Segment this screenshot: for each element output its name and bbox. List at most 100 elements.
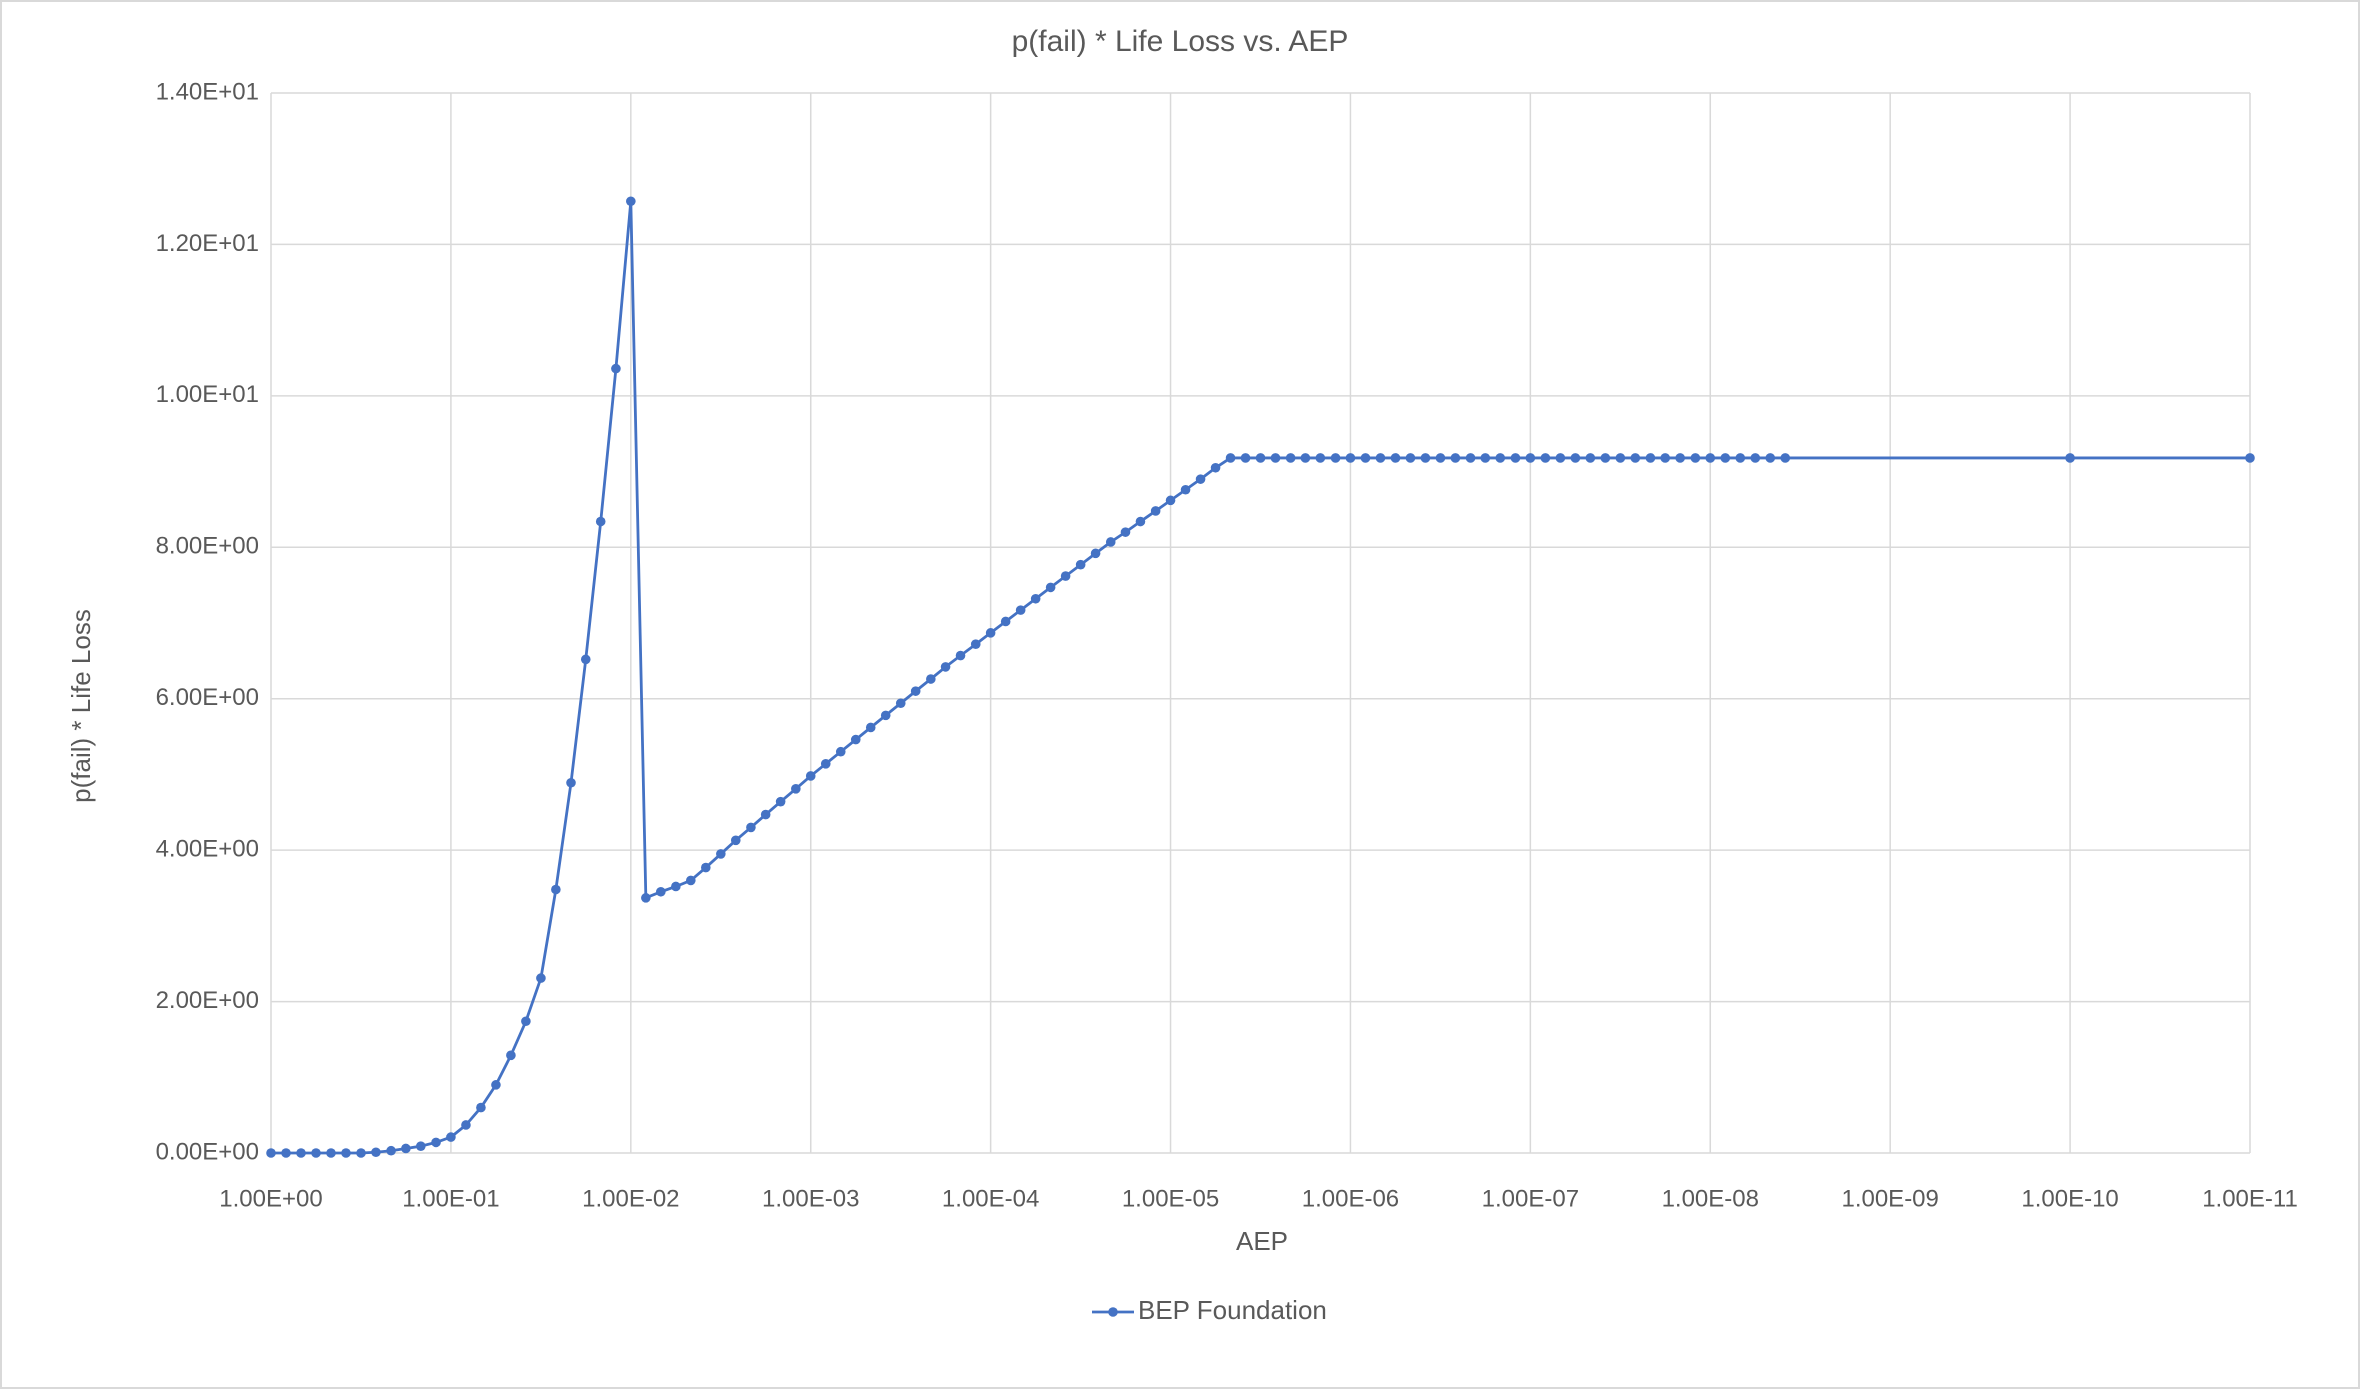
- x-tick-label: 1.00E-03: [762, 1185, 859, 1212]
- data-point: [1660, 453, 1671, 463]
- data-point: [775, 796, 786, 807]
- y-tick-label: 4.00E+00: [156, 835, 259, 862]
- data-point: [551, 884, 561, 895]
- data-point: [1645, 453, 1656, 463]
- x-tick-label: 1.00E-11: [2202, 1185, 2298, 1212]
- plot-area: [266, 196, 2255, 1158]
- data-point: [880, 710, 891, 721]
- data-point: [1090, 548, 1101, 559]
- data-point: [1540, 453, 1551, 463]
- data-point: [1150, 506, 1161, 516]
- data-point: [1120, 527, 1131, 537]
- data-point: [730, 835, 741, 846]
- data-point: [1270, 453, 1281, 463]
- data-point: [1135, 516, 1146, 527]
- data-point: [1165, 495, 1176, 506]
- data-point: [580, 654, 591, 665]
- x-tick-label: 1.00E-01: [402, 1185, 499, 1212]
- data-point: [626, 196, 636, 207]
- data-point: [656, 886, 666, 897]
- data-point: [1390, 453, 1401, 463]
- data-point: [1330, 453, 1341, 463]
- data-point: [356, 1148, 366, 1158]
- data-point: [1615, 453, 1626, 463]
- data-point: [461, 1120, 471, 1130]
- data-point: [1360, 453, 1371, 463]
- data-point: [1705, 453, 1716, 463]
- x-tick-label: 1.00E-05: [1122, 1185, 1219, 1212]
- data-point: [895, 698, 906, 709]
- y-tick-label: 1.20E+01: [156, 230, 259, 257]
- data-point: [1060, 571, 1071, 581]
- data-point: [611, 363, 621, 374]
- data-point: [1465, 453, 1476, 463]
- data-point: [1240, 453, 1251, 463]
- data-point: [910, 686, 921, 696]
- data-point: [1570, 453, 1581, 463]
- data-point: [1015, 605, 1026, 615]
- data-point: [416, 1141, 426, 1151]
- y-tick-label: 1.00E+01: [156, 381, 259, 408]
- data-point: [311, 1148, 321, 1158]
- data-point: [1435, 453, 1446, 463]
- y-axis-title: p(fail) * Life Loss: [66, 609, 96, 803]
- x-tick-label: 1.00E-07: [1482, 1185, 1579, 1212]
- data-point: [820, 759, 831, 769]
- legend-label: BEP Foundation: [1138, 1295, 1327, 1325]
- data-point: [1600, 453, 1611, 463]
- data-point: [1780, 453, 1791, 463]
- data-point: [926, 674, 936, 684]
- y-tick-label: 0.00E+00: [156, 1138, 259, 1165]
- data-point: [1045, 582, 1056, 593]
- data-point: [1225, 453, 1236, 463]
- y-tick-label: 1.40E+01: [156, 78, 259, 105]
- x-tick-label: 1.00E-06: [1302, 1185, 1399, 1212]
- data-point: [1300, 453, 1311, 463]
- data-point: [716, 849, 726, 859]
- x-tick-label: 1.00E+00: [219, 1185, 322, 1212]
- data-point: [595, 516, 606, 527]
- data-point: [506, 1050, 516, 1061]
- data-point: [671, 881, 681, 892]
- data-point: [281, 1148, 291, 1158]
- data-point: [746, 822, 756, 833]
- data-point: [1030, 593, 1041, 604]
- data-point: [326, 1148, 336, 1158]
- data-point: [1720, 453, 1731, 463]
- data-point: [865, 722, 876, 733]
- data-point: [296, 1148, 306, 1158]
- data-point: [805, 771, 816, 781]
- data-point: [386, 1145, 396, 1156]
- data-point: [1420, 453, 1431, 463]
- data-point: [1375, 453, 1386, 463]
- data-point: [1510, 453, 1521, 463]
- data-point: [521, 1016, 531, 1027]
- data-point: [760, 809, 771, 820]
- data-point: [1450, 453, 1461, 463]
- data-point: [371, 1147, 381, 1158]
- data-point: [1210, 462, 1221, 473]
- data-point: [985, 628, 996, 638]
- data-point: [1000, 616, 1011, 627]
- y-tick-label: 6.00E+00: [156, 684, 259, 711]
- data-point: [1735, 453, 1746, 463]
- data-point: [266, 1148, 276, 1158]
- data-point: [1285, 453, 1296, 463]
- data-point: [970, 639, 981, 649]
- data-point: [1480, 453, 1491, 463]
- data-point: [1345, 453, 1356, 463]
- data-point: [341, 1148, 351, 1158]
- data-point: [940, 662, 951, 672]
- data-point: [1555, 453, 1566, 463]
- x-tick-label: 1.00E-10: [2021, 1185, 2118, 1212]
- data-point: [955, 650, 966, 661]
- data-point: [1315, 453, 1326, 463]
- data-point: [536, 973, 546, 983]
- grid: 0.00E+00 2.00E+00 4.00E+00 6.00E+00 8.00E+00…: [156, 78, 2298, 1212]
- data-point: [1675, 453, 1685, 463]
- x-tick-label: 1.00E-08: [1662, 1185, 1759, 1212]
- data-point: [835, 746, 846, 757]
- data-point: [1765, 453, 1776, 463]
